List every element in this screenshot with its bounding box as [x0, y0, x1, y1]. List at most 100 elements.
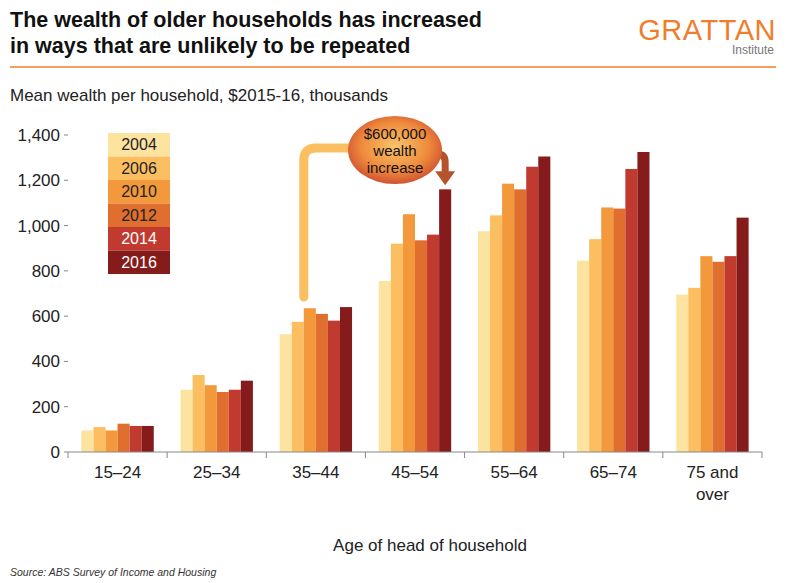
x-tick-line: 25–34 — [193, 463, 240, 482]
bar — [93, 427, 105, 452]
annotation-bubble — [348, 116, 442, 184]
bar — [241, 381, 253, 452]
x-separator — [68, 452, 69, 458]
bar — [328, 321, 340, 452]
bar — [601, 207, 613, 452]
bar — [625, 169, 637, 452]
bar — [490, 215, 502, 452]
x-tick-label: 55–64 — [491, 463, 538, 482]
bar — [439, 189, 451, 452]
y-tick — [64, 225, 68, 226]
x-tick-label: 45–54 — [391, 463, 438, 482]
title-line: in ways that are unlikely to be repeated — [10, 34, 410, 58]
y-tick-label: 800 — [32, 262, 60, 281]
y-tick — [64, 361, 68, 362]
y-tick — [64, 452, 68, 453]
legend-swatch — [108, 157, 170, 181]
x-tick-label: 15–24 — [94, 463, 141, 482]
y-tick-label: 600 — [32, 307, 60, 326]
x-separator — [563, 452, 564, 458]
bar — [81, 430, 93, 452]
annotation-line: wealth — [372, 142, 416, 159]
y-tick-label: 1,000 — [17, 217, 60, 236]
logo: GRATTAN — [638, 14, 776, 46]
source: Source: ABS Survey of Income and Housing — [10, 566, 216, 578]
x-tick-label: 25–34 — [193, 463, 240, 482]
y-tick — [64, 270, 68, 271]
x-tick-line: over — [696, 485, 729, 504]
x-tick-line: 15–24 — [94, 463, 141, 482]
y-tick — [64, 135, 68, 136]
bar — [106, 430, 118, 452]
title-rule — [10, 66, 776, 68]
bar — [304, 308, 316, 452]
bar — [577, 261, 589, 452]
legend-label: 2016 — [121, 254, 157, 271]
bar — [181, 390, 193, 452]
y-tick-label: 1,200 — [17, 171, 60, 190]
x-separator — [464, 452, 465, 458]
annotation-line: increase — [367, 159, 424, 176]
x-separator — [762, 452, 763, 458]
title-line: The wealth of older households has incre… — [10, 8, 482, 32]
bar — [391, 244, 403, 452]
bar — [118, 424, 130, 452]
x-tick-line: 55–64 — [491, 463, 538, 482]
bar — [280, 334, 292, 452]
bar — [340, 307, 352, 452]
bar — [292, 322, 304, 452]
bar — [229, 390, 241, 452]
bar — [712, 262, 724, 452]
x-tick-label: 65–74 — [590, 463, 637, 482]
y-tick — [64, 406, 68, 407]
x-tick-line: 65–74 — [590, 463, 637, 482]
bar — [737, 218, 749, 452]
bar — [130, 426, 142, 452]
x-tick-label: 75 and over — [686, 463, 738, 504]
bar — [205, 385, 217, 452]
bar — [415, 240, 427, 452]
chart: The wealth of older households has incre… — [0, 0, 800, 583]
bar — [193, 375, 205, 452]
bar — [403, 214, 415, 452]
y-tick-label: 0 — [51, 443, 60, 462]
bar — [700, 256, 712, 452]
annotation: $600,000wealthincrease — [364, 125, 427, 176]
y-tick — [64, 180, 68, 181]
bars — [81, 152, 748, 452]
title: The wealth of older households has incre… — [10, 8, 482, 58]
subtitle: Mean wealth per household, $2015-16, tho… — [10, 86, 388, 105]
annotation-arrowhead — [435, 171, 455, 185]
y-tick — [64, 316, 68, 317]
x-separator — [365, 452, 366, 458]
legend-label: 2006 — [121, 160, 157, 177]
legend-swatch — [108, 251, 170, 275]
legend-label: 2014 — [121, 230, 157, 247]
bar — [427, 235, 439, 452]
legend-swatch — [108, 180, 170, 204]
x-tick-line: 35–44 — [292, 463, 339, 482]
bar — [688, 288, 700, 452]
logo-sub: Institute — [732, 43, 774, 57]
y-axis — [68, 135, 69, 452]
bar — [724, 256, 736, 452]
y-tick-label: 400 — [32, 352, 60, 371]
x-tick-line: 45–54 — [391, 463, 438, 482]
bar — [502, 184, 514, 452]
bar — [217, 392, 229, 452]
bar — [379, 281, 391, 452]
bar — [478, 231, 490, 452]
bar — [589, 239, 601, 452]
annotation-line: $600,000 — [364, 125, 427, 142]
x-separator — [167, 452, 168, 458]
bar — [142, 426, 154, 452]
legend-swatch — [108, 227, 170, 251]
bar — [538, 157, 550, 452]
y-tick-label: 1,400 — [17, 126, 60, 145]
bar — [316, 314, 328, 452]
legend-swatch — [108, 204, 170, 228]
x-tick-line: 75 and — [686, 463, 738, 482]
y-tick-label: 200 — [32, 398, 60, 417]
bar — [676, 295, 688, 452]
bar — [514, 189, 526, 452]
